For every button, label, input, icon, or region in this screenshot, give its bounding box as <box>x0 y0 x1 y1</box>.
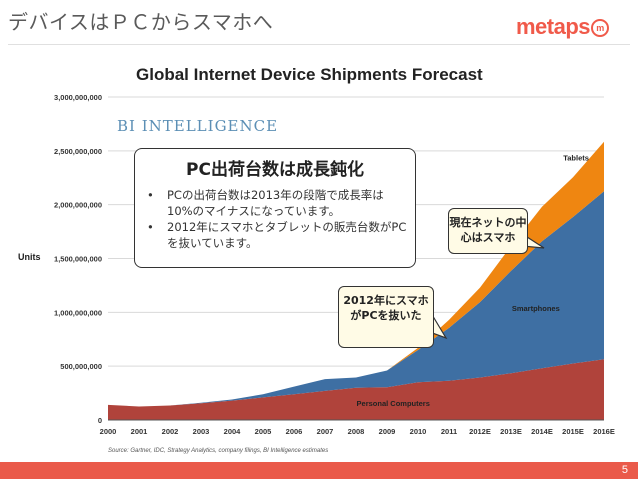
series-area-smartphones <box>108 191 604 407</box>
x-tick-label: 2007 <box>317 427 334 436</box>
x-tick-label: 2014E <box>531 427 553 436</box>
series-label: Personal Computers <box>357 399 430 408</box>
x-tick-label: 2011 <box>441 427 457 436</box>
metaps-logo: metaps m <box>516 14 610 40</box>
title-divider <box>8 44 630 45</box>
x-tick-label: 2009 <box>379 427 396 436</box>
overtake-2012-note: 2012年にスマホがPCを抜いた <box>338 286 434 348</box>
y-axis-label: Units <box>18 252 41 262</box>
callout-bullet: 2012年にスマホとタブレットの販売台数がPCを抜いています。 <box>145 219 407 251</box>
y-tick-label: 2,500,000,000 <box>54 147 102 156</box>
x-tick-label: 2000 <box>100 427 117 436</box>
x-tick-label: 2015E <box>562 427 584 436</box>
page-number: 5 <box>621 464 628 476</box>
chart-source: Source: Gartner, IDC, Strategy Analytics… <box>108 448 328 454</box>
x-tick-label: 2013E <box>500 427 522 436</box>
pc-slowdown-callout: PC出荷台数は成長鈍化 PCの出荷台数は2013年の段階で成長率は10%のマイナ… <box>134 148 416 268</box>
series-label: Smartphones <box>512 304 560 313</box>
current-center-note: 現在ネットの中心はスマホ <box>448 208 528 254</box>
series-label: Tablets <box>563 153 589 162</box>
x-tick-label: 2002 <box>162 427 179 436</box>
chart-watermark: BI INTELLIGENCE <box>117 117 278 135</box>
x-tick-label: 2001 <box>131 427 148 436</box>
y-tick-label: 1,500,000,000 <box>54 255 102 264</box>
y-tick-label: 3,000,000,000 <box>54 93 102 102</box>
y-tick-label: 0 <box>98 416 102 425</box>
x-tick-label: 2005 <box>255 427 272 436</box>
footer-bar: 5 <box>0 462 638 479</box>
x-tick-label: 2012E <box>469 427 491 436</box>
callout-bullet: PCの出荷台数は2013年の段階で成長率は10%のマイナスになっています。 <box>145 187 407 219</box>
chart-title: Global Internet Device Shipments Forecas… <box>136 65 483 84</box>
x-tick-label: 2010 <box>410 427 427 436</box>
callout-title: PC出荷台数は成長鈍化 <box>186 160 364 180</box>
x-tick-label: 2016E <box>593 427 615 436</box>
series-area-tablets <box>108 141 604 407</box>
logo-text: metaps <box>516 14 591 39</box>
y-tick-label: 1,000,000,000 <box>54 308 102 317</box>
series-area-personal-computers <box>108 359 604 420</box>
logo-badge-icon: m <box>591 19 610 38</box>
y-tick-label: 2,000,000,000 <box>54 201 102 210</box>
slide-title: デバイスはＰＣからスマホへ <box>8 10 274 34</box>
callout-bullet-list: PCの出荷台数は2013年の段階で成長率は10%のマイナスになっています。 20… <box>145 187 407 251</box>
x-tick-label: 2008 <box>348 427 365 436</box>
x-tick-label: 2003 <box>193 427 210 436</box>
x-tick-label: 2006 <box>286 427 303 436</box>
y-tick-label: 500,000,000 <box>60 362 102 371</box>
x-tick-label: 2004 <box>224 427 242 436</box>
